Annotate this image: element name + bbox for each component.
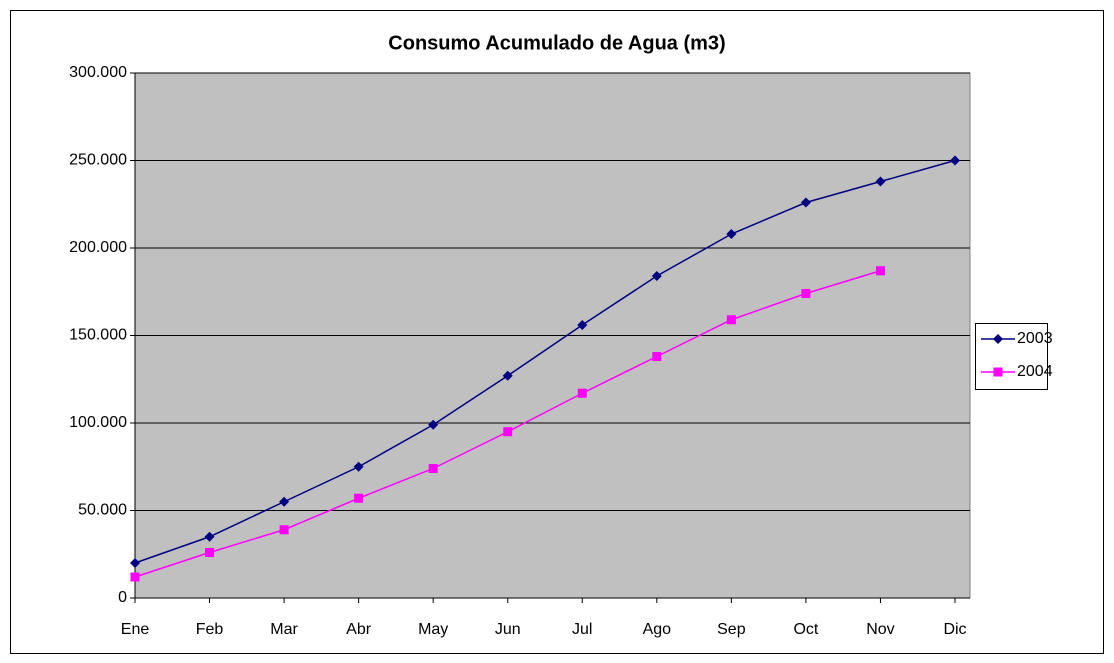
marker: [651, 271, 662, 281]
legend-label: 2003: [1017, 330, 1053, 347]
chart-title: Consumo Acumulado de Agua (m3): [388, 32, 725, 54]
marker: [353, 461, 364, 472]
legend: [975, 323, 1048, 390]
x-tick-label: Abr: [346, 621, 372, 638]
marker: [130, 558, 140, 568]
marker: [875, 266, 885, 276]
x-tick-label: May: [418, 621, 448, 638]
x-tick-label: Feb: [196, 621, 224, 638]
marker: [428, 419, 439, 430]
marker: [428, 464, 438, 473]
marker: [875, 176, 886, 187]
marker: [503, 427, 513, 437]
x-tick-label: Jul: [572, 621, 592, 638]
x-tick-label: Ene: [121, 621, 150, 638]
marker: [726, 229, 737, 239]
x-tick-label: Mar: [270, 621, 298, 638]
x-tick-label: Jun: [495, 621, 521, 638]
marker: [993, 367, 1003, 377]
marker: [993, 334, 1003, 344]
marker: [279, 496, 290, 507]
x-tick-label: Ago: [643, 621, 672, 638]
marker: [726, 315, 736, 325]
x-tick-label: Nov: [866, 621, 894, 638]
y-tick-label: 0: [118, 589, 127, 606]
x-tick-label: Sep: [717, 621, 746, 638]
marker: [950, 155, 960, 166]
series-line: [134, 159, 956, 564]
y-tick-label: 100.000: [69, 414, 127, 431]
y-tick-label: 50.000: [78, 502, 127, 519]
marker: [204, 531, 215, 542]
x-tick-label: Oct: [793, 621, 818, 638]
marker: [800, 197, 811, 208]
marker: [130, 572, 140, 582]
marker: [577, 388, 587, 398]
marker: [577, 320, 588, 330]
y-tick-label: 300.000: [69, 64, 127, 81]
y-tick-label: 250.000: [69, 152, 127, 169]
marker: [279, 525, 289, 535]
marker: [652, 352, 662, 361]
y-tick-label: 200.000: [69, 239, 127, 256]
marker: [801, 289, 811, 298]
marker: [354, 493, 364, 503]
marker: [502, 370, 513, 381]
legend-label: 2004: [1017, 363, 1053, 380]
marker: [205, 548, 215, 557]
y-tick-label: 150.000: [69, 327, 127, 344]
x-tick-label: Dic: [943, 621, 966, 638]
